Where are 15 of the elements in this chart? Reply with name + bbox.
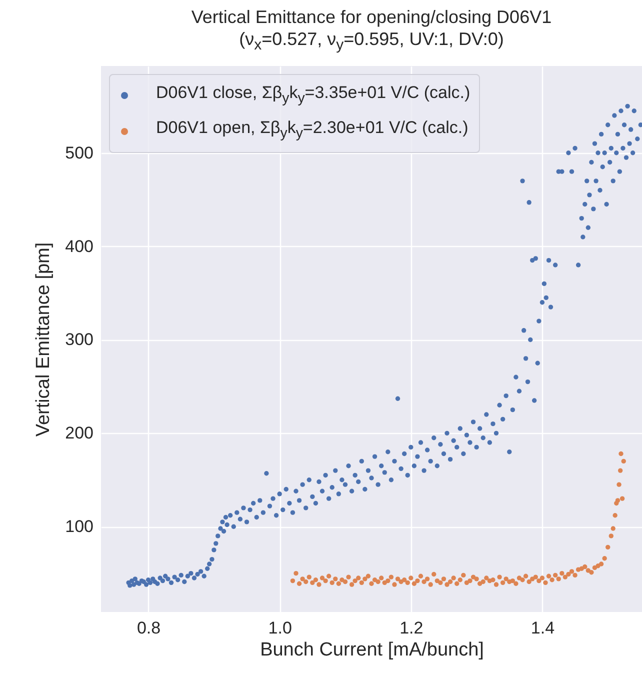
y-tick-label: 200 [65, 424, 94, 443]
y-tick-label: 400 [65, 236, 94, 256]
x-tick-label: 0.8 [136, 618, 161, 638]
legend-label: D06V1 close, Σβ$_{y}$k$_{y}$=3.35e+01 V/C (calc.) [156, 82, 470, 108]
legend-label: D06V1 open, Σβ$_{y}$k$_{y}$=2.30e+01 V/C (calc.) [156, 117, 468, 144]
chart-subtitle: (ν$_{x}$=0.527, ν$_{y}$=0.595, UV:1, DV:0) [238, 28, 505, 56]
chart-title: Vertical Emittance for opening/closing D06V1 [190, 6, 553, 28]
x-axis-title: Bunch Current [mA/bunch] [260, 640, 484, 660]
y-tick-label: 500 [65, 143, 94, 162]
x-tick-label: 1.2 [400, 618, 424, 638]
x-tick-label: 1.0 [268, 618, 292, 638]
y-tick-label: 100 [65, 517, 94, 536]
y-axis-title: Vertical Emittance [pm] [33, 242, 54, 437]
y-tick-label: 300 [65, 330, 94, 350]
x-tick-label: 1.4 [530, 618, 555, 638]
